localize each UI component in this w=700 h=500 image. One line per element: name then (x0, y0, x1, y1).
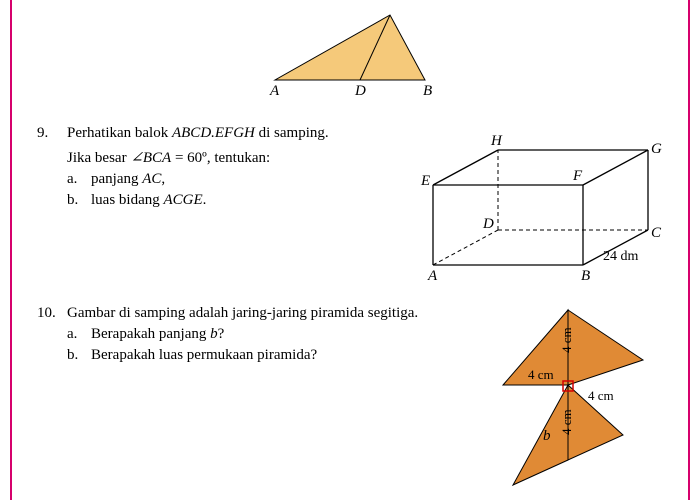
svg-text:4 cm: 4 cm (559, 327, 574, 353)
svg-text:F: F (572, 168, 583, 184)
svg-text:4 cm: 4 cm (528, 367, 554, 382)
svg-text:b: b (543, 428, 551, 444)
svg-text:D: D (482, 216, 494, 232)
svg-text:A: A (427, 268, 438, 284)
problem-9-number: 9. (37, 125, 67, 142)
svg-text:B: B (423, 83, 432, 99)
svg-text:A: A (269, 83, 280, 99)
problem-10-text: Gambar di samping adalah jaring-jaring p… (67, 305, 448, 495)
problem-10-number: 10. (37, 305, 67, 322)
page-border: A D B 9. Perhatikan balok ABCD.EFGH di s… (10, 0, 690, 500)
svg-text:4 cm: 4 cm (588, 388, 614, 403)
svg-text:H: H (490, 133, 503, 149)
cuboid-figure: A B C D E F G H 24 dm (403, 125, 663, 285)
svg-text:B: B (581, 268, 590, 284)
svg-text:E: E (420, 173, 430, 189)
svg-text:24 dm: 24 dm (603, 249, 639, 264)
svg-text:C: C (651, 225, 662, 241)
figure-cuboid-container: A B C D E F G H 24 dm (403, 125, 663, 285)
svg-text:4 cm: 4 cm (559, 409, 574, 435)
figure-net-container: 4 cm 4 cm 4 cm 4 cm b (463, 305, 663, 495)
problem-9-text: Perhatikan balok ABCD.EFGH di samping. J… (67, 125, 388, 285)
svg-text:G: G (651, 141, 662, 157)
figure-triangle-container: A D B (37, 10, 663, 100)
svg-text:D: D (354, 83, 366, 99)
pyramid-net-figure: 4 cm 4 cm 4 cm 4 cm b (463, 305, 663, 495)
problem-9: 9. Perhatikan balok ABCD.EFGH di samping… (37, 125, 663, 285)
triangle-figure: A D B (255, 10, 445, 100)
problem-10: 10. Gambar di samping adalah jaring-jari… (37, 305, 663, 495)
